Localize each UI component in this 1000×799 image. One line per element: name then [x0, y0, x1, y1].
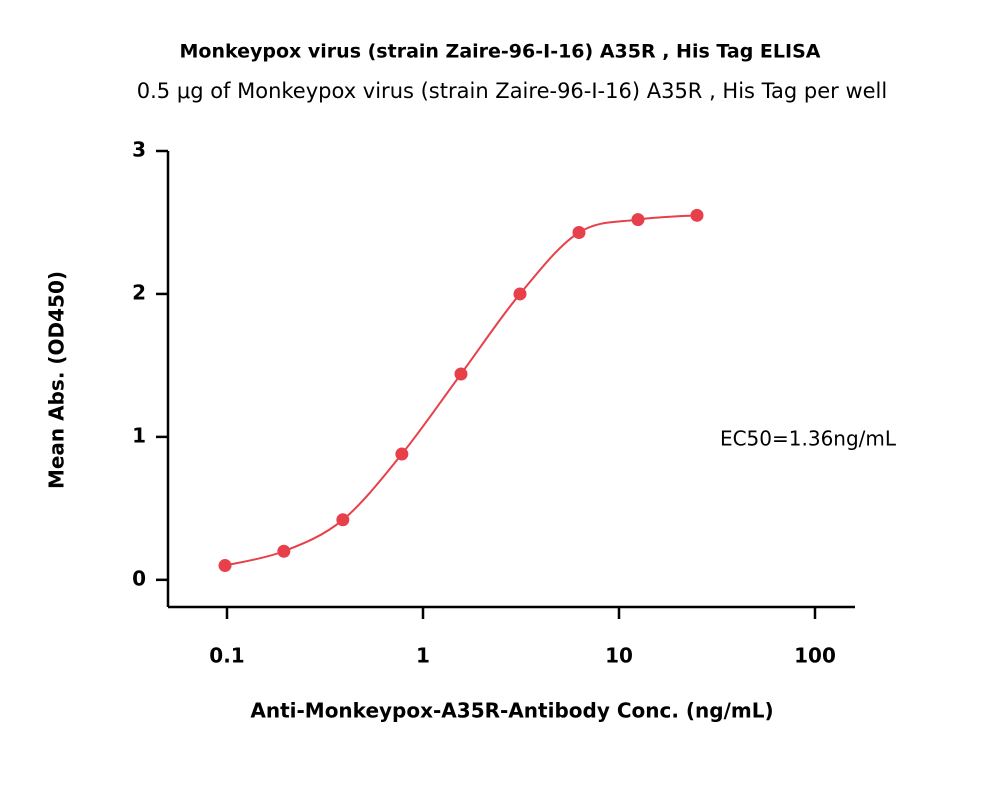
y-tick-label: 1	[132, 423, 146, 447]
y-tick-label: 3	[132, 138, 146, 162]
chart-subtitle: 0.5 μg of Monkeypox virus (strain Zaire-…	[137, 79, 887, 103]
data-point	[336, 513, 350, 527]
x-tick-label: 100	[794, 644, 836, 668]
fit-curve	[224, 214, 698, 567]
y-axis-label: Mean Abs. (OD450)	[45, 271, 69, 489]
data-point	[454, 367, 468, 381]
chart-title: Monkeypox virus (strain Zaire-96-I-16) A…	[180, 41, 821, 63]
x-tick-label: 1	[416, 644, 430, 668]
x-axis-label: Anti-Monkeypox-A35R-Antibody Conc. (ng/m…	[250, 699, 773, 723]
data-point	[572, 225, 586, 239]
data-point	[631, 213, 645, 227]
x-tick-label: 10	[605, 644, 633, 668]
data-point	[690, 208, 704, 222]
y-tick-label: 2	[132, 280, 146, 304]
data-point	[395, 447, 409, 461]
data-point	[277, 544, 291, 558]
x-tick-label: 0.1	[209, 644, 244, 668]
data-point	[218, 559, 232, 573]
y-tick-label: 0	[132, 566, 146, 590]
data-point	[513, 287, 527, 301]
annotation: EC50=1.36ng/mL	[720, 427, 897, 451]
